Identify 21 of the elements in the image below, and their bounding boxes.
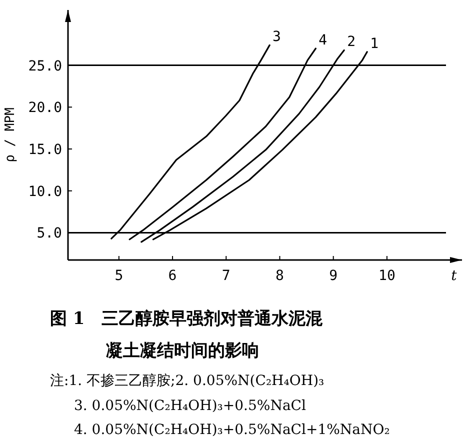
y-tick-label: 10.0: [28, 184, 62, 200]
series-label: 4: [318, 32, 328, 49]
x-tick-label: 5: [114, 268, 124, 284]
text: 图 1 三乙醇胺早强剂对普通水泥混凝土凝结时间的影响: [50, 308, 324, 361]
y-tick-label: 20.0: [28, 100, 62, 116]
x-tick-label: 8: [276, 268, 284, 284]
series-label: 3: [272, 29, 281, 46]
x-axis-title: t: [451, 268, 458, 284]
text: 注:1. 不掺三乙醇胺;2. 0.05%N(C₂H₄OH)₃: [50, 373, 324, 389]
series-label: 1: [370, 36, 379, 52]
text: 4. 0.05%N(C₂H₄OH)₃+0.5%NaCl+1%NaNO₂: [74, 422, 390, 438]
x-tick-label: 10: [378, 268, 396, 284]
y-tick-label: 25.0: [28, 58, 62, 74]
x-tick-label: 9: [329, 268, 338, 284]
series-label: 2: [347, 34, 356, 50]
x-tick-label: 6: [168, 268, 177, 284]
y-tick-label: 5.0: [36, 226, 62, 242]
y-axis-title: ρ / MPM: [3, 107, 18, 162]
text: 3. 0.05%N(C₂H₄OH)₃+0.5%NaCl: [74, 398, 307, 414]
x-tick-label: 7: [222, 268, 230, 284]
y-tick-label: 15.0: [28, 142, 62, 158]
